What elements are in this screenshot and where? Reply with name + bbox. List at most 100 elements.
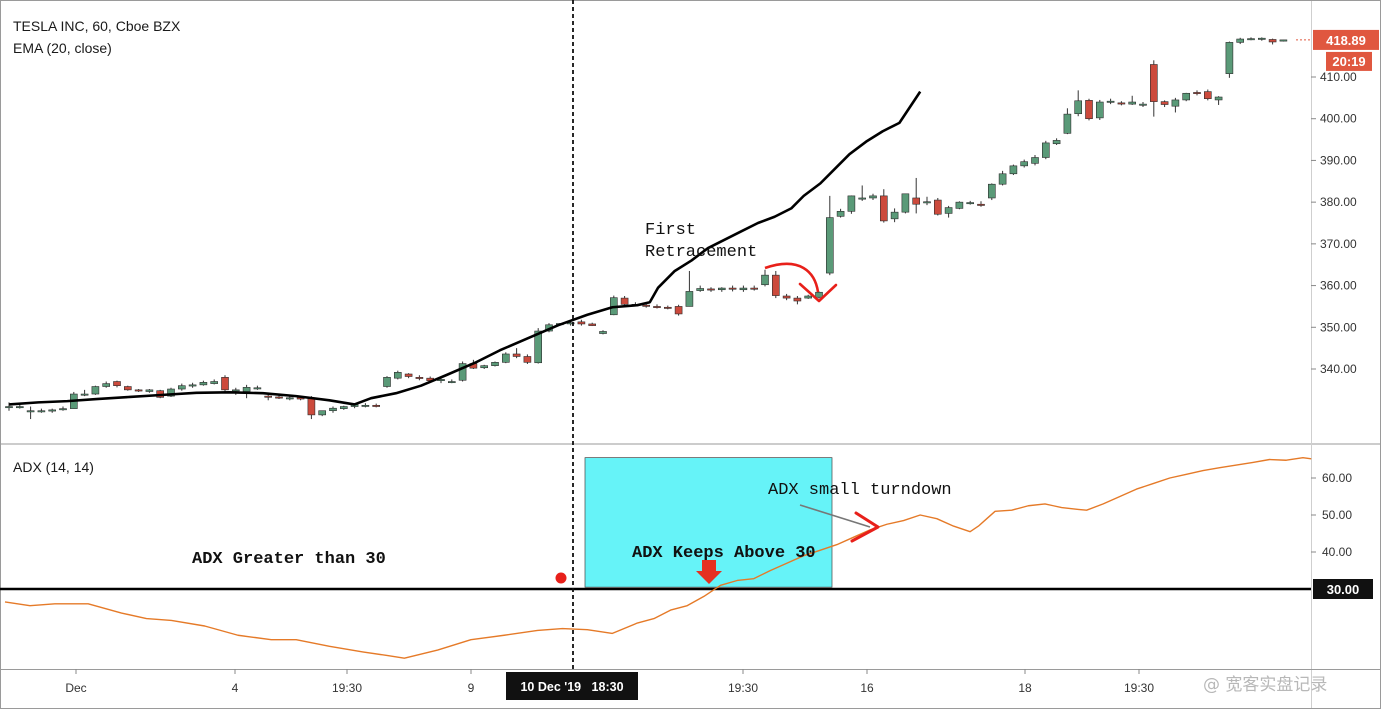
candle (134, 389, 143, 392)
candle-body (1085, 100, 1093, 120)
candle-body (1204, 91, 1212, 99)
candle (653, 304, 661, 309)
candle-body (923, 201, 931, 204)
annotation-first: First (645, 221, 696, 240)
candle (685, 270, 694, 307)
candle-body (977, 203, 985, 206)
candle-body (221, 377, 229, 391)
candle-body (102, 383, 110, 387)
candle (264, 394, 273, 401)
adx-tick-label: 60.00 (1322, 471, 1352, 485)
candle (1268, 38, 1277, 45)
candle (339, 405, 348, 410)
watermark: @ 宽客实盘记录 (1203, 675, 1327, 695)
candle-body (847, 195, 856, 212)
candle (717, 287, 726, 292)
candle-body (761, 274, 769, 286)
candle (674, 304, 683, 316)
candle (501, 352, 510, 364)
candle (977, 201, 985, 207)
candle (1182, 92, 1190, 102)
countdown-label: 20:19 (1332, 54, 1365, 69)
down-arrow-icon (696, 560, 722, 584)
retracement-curve-icon (764, 262, 820, 293)
candle (1106, 98, 1115, 105)
candle-body (523, 356, 532, 363)
candle-body (836, 211, 845, 217)
adx-legend: ADX (14, 14) (13, 459, 94, 475)
candle (1009, 164, 1018, 176)
candle-body (501, 353, 510, 363)
candle (145, 389, 154, 393)
adx-cross-marker (555, 572, 567, 584)
candle (847, 195, 856, 214)
candle (404, 373, 413, 379)
candle-body (480, 365, 489, 369)
candle (458, 361, 467, 382)
candle-body (707, 288, 715, 291)
candle-body (15, 406, 24, 409)
time-axis-label: Dec (65, 681, 86, 695)
candle (361, 403, 370, 408)
candle-body (577, 321, 586, 325)
chart-title: TESLA INC, 60, Cboe BZX (13, 18, 181, 34)
time-axis-label: 18 (1018, 681, 1032, 695)
candle (696, 285, 705, 292)
candle (912, 177, 921, 214)
candle (1204, 89, 1212, 101)
candle-body (275, 396, 283, 399)
candle (48, 408, 57, 413)
price-tick-label: 400.00 (1320, 112, 1357, 126)
candle (728, 285, 737, 292)
candle (1074, 90, 1082, 117)
candle (178, 383, 186, 391)
time-axis-label: 19:30 (728, 681, 758, 695)
candle (869, 193, 877, 201)
candle-body (372, 404, 381, 407)
candle (1085, 98, 1093, 121)
candle-body (339, 406, 348, 409)
candle (1279, 39, 1288, 42)
turndown-arrow-icon (850, 511, 880, 543)
candle-body (599, 331, 607, 334)
retracement-arrowhead-icon (798, 282, 838, 303)
price-tick-label: 350.00 (1320, 320, 1357, 334)
candle-body (264, 395, 273, 398)
candle-body (393, 372, 402, 379)
candle-body (1150, 64, 1158, 102)
price-tick-label: 360.00 (1320, 279, 1357, 293)
candle (59, 406, 67, 411)
candle-body (879, 195, 888, 222)
candle-body (901, 193, 910, 213)
candle-body (26, 410, 35, 413)
candle-body (1020, 161, 1029, 167)
candle (199, 380, 208, 386)
threshold-badge (1313, 579, 1373, 599)
candle-body (1171, 99, 1180, 107)
candle-body (815, 291, 823, 298)
candle-body (167, 388, 175, 397)
candle (1214, 96, 1223, 105)
candle-body (415, 377, 424, 379)
candle (5, 402, 13, 411)
candle-body (113, 381, 121, 386)
candle (523, 354, 532, 364)
price-tick-label: 340.00 (1320, 362, 1357, 376)
candle-body (1139, 103, 1147, 106)
candle (1096, 99, 1104, 120)
cursor-time-badge (506, 672, 638, 700)
candle (124, 385, 132, 391)
candle-body (685, 291, 694, 307)
candle-body (329, 407, 337, 412)
price-tick-label: 410.00 (1320, 70, 1357, 84)
candle (933, 197, 942, 216)
candle (815, 291, 823, 299)
candle-body (1214, 96, 1223, 101)
candle-body (383, 377, 391, 387)
candle-body (717, 287, 726, 291)
candle-body (912, 197, 921, 205)
candle (1139, 102, 1147, 108)
candle (707, 287, 715, 292)
ema-line (9, 90, 922, 406)
